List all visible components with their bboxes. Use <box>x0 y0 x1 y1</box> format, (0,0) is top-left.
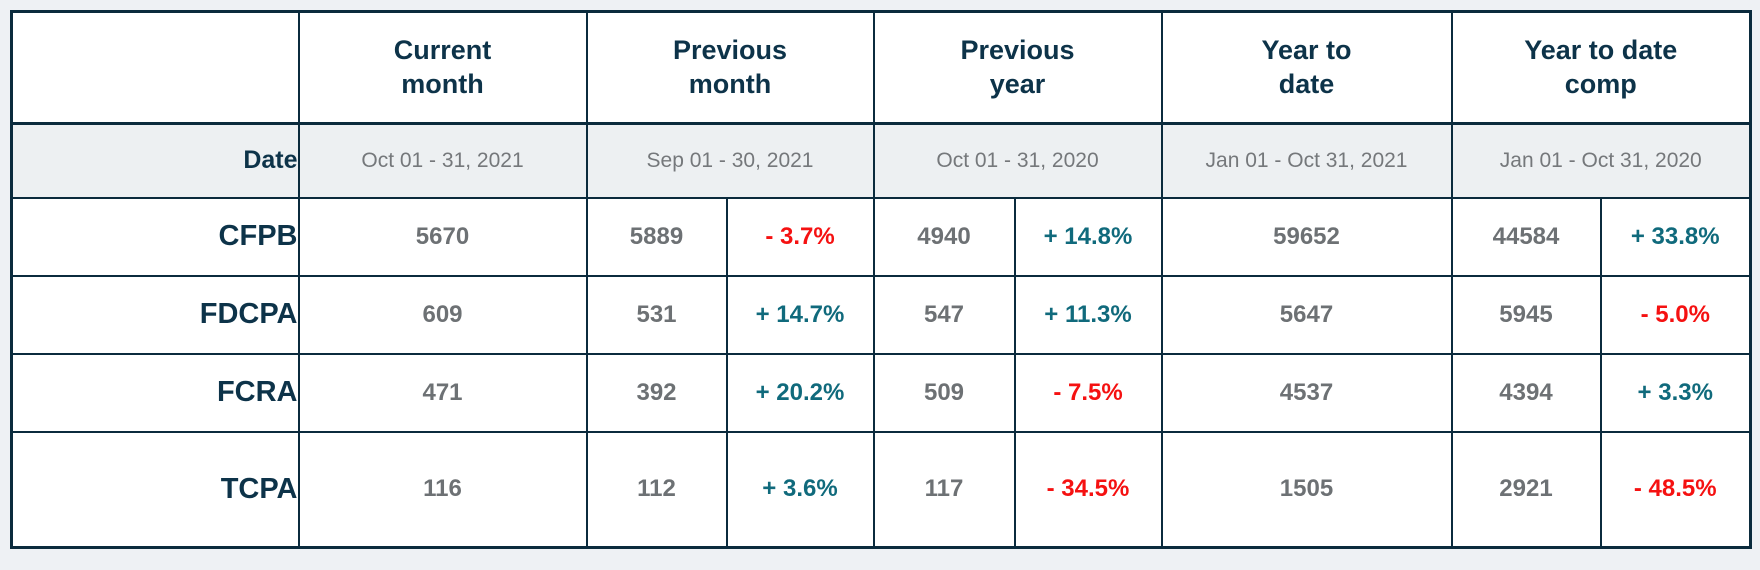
fcra-year-to-date-comp-value: 4394 <box>1450 352 1602 433</box>
cfpb-current-month-value: 5670 <box>297 196 588 277</box>
cfpb-previous-month-change: - 3.7% <box>725 196 875 277</box>
table-body: CFPB 5670 5889- 3.7% 4940 + 14.8% 59652 44584 +… <box>10 196 1752 549</box>
fdcpa-year-to-date-comp-value: 5945 <box>1450 274 1602 355</box>
tcpa-previous-year-change: - 34.5% <box>1013 430 1163 549</box>
column-header-current-month: Current month <box>297 10 588 125</box>
data-row-fcra: FCRA 471 392 + 20.2% 509- 7.5% 4537 4394 + 3.3% <box>10 352 1752 433</box>
date-range-year-to-date: Jan 01 - Oct 31, 2021 <box>1160 122 1453 199</box>
litigation-comparison-table: Current month Previous month Previous year… <box>10 10 1752 549</box>
fcra-year-to-date-value: 4537 <box>1160 352 1453 433</box>
row-label-fcra: FCRA <box>10 352 300 433</box>
column-header-previous-year: Previous year <box>872 10 1163 125</box>
corner-cell <box>10 10 300 125</box>
date-row: Date Oct 01 - 31, 2021 Sep 01 - 30, 2021 O… <box>10 122 1752 199</box>
column-header-previous-month: Previous month <box>585 10 875 125</box>
tcpa-current-month-value: 116 <box>297 430 588 549</box>
date-row-label: Date <box>10 122 300 199</box>
row-label-cfpb: CFPB <box>10 196 300 277</box>
tcpa-year-to-date-value: 1505 <box>1160 430 1453 549</box>
fcra-previous-year-change: - 7.5% <box>1013 352 1163 433</box>
date-range-current-month: Oct 01 - 31, 2021 <box>297 122 588 199</box>
column-header-year-to-date: Year to date <box>1160 10 1453 125</box>
row-label-fdcpa: FDCPA <box>10 274 300 355</box>
fdcpa-year-to-date-comp-change: - 5.0% <box>1599 274 1752 355</box>
cfpb-previous-month-value: 5889 <box>585 196 728 277</box>
data-row-tcpa: TCPA 116 112 + 3.6% 117- 34.5% 1505 2921- 48.5… <box>10 430 1752 549</box>
fdcpa-current-month-value: 609 <box>297 274 588 355</box>
data-row-cfpb: CFPB 5670 5889- 3.7% 4940 + 14.8% 59652 44584 +… <box>10 196 1752 277</box>
table-head: Current month Previous month Previous year… <box>10 10 1752 199</box>
data-row-fdcpa: FDCPA 609 531 + 14.7% 547 + 11.3% 5647 5945- 5.… <box>10 274 1752 355</box>
fdcpa-previous-month-value: 531 <box>585 274 728 355</box>
tcpa-previous-month-change: + 3.6% <box>725 430 875 549</box>
tcpa-previous-year-value: 117 <box>872 430 1016 549</box>
tcpa-year-to-date-comp-change: - 48.5% <box>1599 430 1752 549</box>
cfpb-previous-year-value: 4940 <box>872 196 1016 277</box>
cfpb-year-to-date-comp-value: 44584 <box>1450 196 1602 277</box>
cfpb-previous-year-change: + 14.8% <box>1013 196 1163 277</box>
fdcpa-year-to-date-value: 5647 <box>1160 274 1453 355</box>
cfpb-year-to-date-value: 59652 <box>1160 196 1453 277</box>
tcpa-year-to-date-comp-value: 2921 <box>1450 430 1602 549</box>
fcra-previous-month-change: + 20.2% <box>725 352 875 433</box>
date-range-previous-year: Oct 01 - 31, 2020 <box>872 122 1163 199</box>
date-range-previous-month: Sep 01 - 30, 2021 <box>585 122 875 199</box>
fdcpa-previous-month-change: + 14.7% <box>725 274 875 355</box>
fdcpa-previous-year-change: + 11.3% <box>1013 274 1163 355</box>
cfpb-year-to-date-comp-change: + 33.8% <box>1599 196 1752 277</box>
fcra-previous-year-value: 509 <box>872 352 1016 433</box>
header-row: Current month Previous month Previous year… <box>10 10 1752 125</box>
tcpa-previous-month-value: 112 <box>585 430 728 549</box>
fcra-current-month-value: 471 <box>297 352 588 433</box>
fdcpa-previous-year-value: 547 <box>872 274 1016 355</box>
row-label-tcpa: TCPA <box>10 430 300 549</box>
column-header-year-to-date-comp: Year to date comp <box>1450 10 1752 125</box>
fcra-previous-month-value: 392 <box>585 352 728 433</box>
date-range-year-to-date-comp: Jan 01 - Oct 31, 2020 <box>1450 122 1752 199</box>
fcra-year-to-date-comp-change: + 3.3% <box>1599 352 1752 433</box>
